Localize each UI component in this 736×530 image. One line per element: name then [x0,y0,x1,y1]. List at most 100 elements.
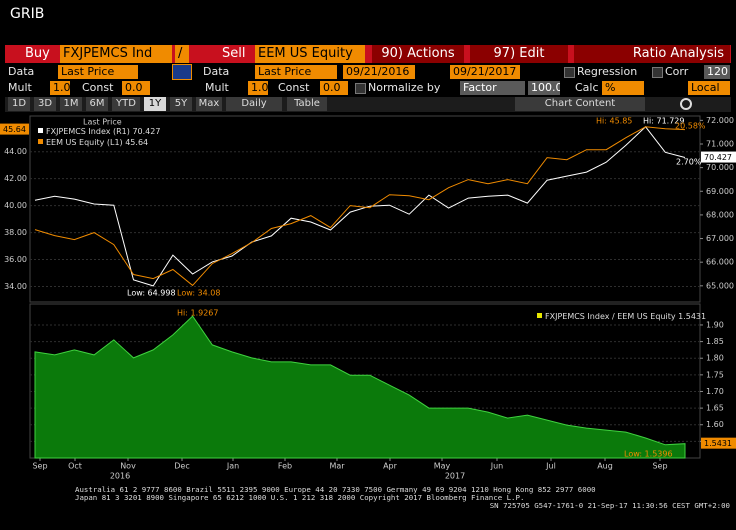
tab[interactable]: YTD [112,97,140,111]
x-tick-label: Sep [652,462,667,471]
annotation: 20.58% [675,122,706,131]
y2-tick-label: 68.000 [706,210,734,219]
legend-value: 45.64 [125,138,148,147]
x-tick-label: Aug [597,462,613,471]
y2-tick-label: 1.60 [706,420,724,429]
y2-tick-label: 1.75 [706,370,724,379]
input-field[interactable]: Local [688,81,730,95]
label: Const [82,81,114,94]
year-label: 2017 [445,472,465,481]
x-tick-label: Nov [120,462,136,471]
upper-frame [29,115,701,303]
legend-entry: EEM US Equity (L1) 45.64 [46,138,148,147]
y-tick-label: 44.00 [4,147,27,156]
x-tick-label: May [434,462,451,471]
year-label: 2016 [110,472,130,481]
tab[interactable]: Max [196,97,222,111]
label: Data [8,65,35,78]
legend-swatch [38,128,43,133]
checkbox[interactable] [652,67,663,78]
label: Corr [665,65,689,78]
x-tick-label: Sep [32,462,47,471]
input-field[interactable]: 100.0 [528,81,560,95]
input-field[interactable]: FXJPEMCS Ind [60,45,172,63]
input-field[interactable]: / [175,45,189,63]
x-tick-label: Dec [174,462,189,471]
tab[interactable]: 1M [60,97,82,111]
input-field[interactable]: 09/21/2017 [450,65,520,79]
x-tick-label: Jul [545,462,556,471]
label: Calc [575,81,599,94]
input-field[interactable]: 1.0 [248,81,268,95]
checkbox[interactable] [564,67,575,78]
y-tick-label: 38.00 [4,228,27,237]
y2-tick-label: 70.000 [706,163,734,172]
settings-icon[interactable] [680,98,692,110]
last-value-flag [701,151,736,163]
input-field[interactable]: 1.0 [50,81,70,95]
input-field[interactable]: Last Price [255,65,337,79]
label: Buy [25,46,50,61]
input-field[interactable]: 09/21/2016 [343,65,415,79]
y2-tick-label: 1.80 [706,354,724,363]
label: Normalize by [368,81,441,94]
tab[interactable]: Table [287,97,327,111]
input-field[interactable]: 0.0 [320,81,348,95]
footer-text: Australia 61 2 9777 8600 Brazil 5511 239… [75,485,596,494]
menu-button[interactable]: 90) Actions [372,45,464,63]
annotation: Hi: 71.729 [643,117,684,126]
input-field[interactable]: EEM US Equity [255,45,365,63]
input-field[interactable]: % [602,81,644,95]
area [34,315,686,459]
last-value-label: 45.64 [3,125,26,134]
y2-tick-label: 1.65 [706,404,724,413]
line [34,126,686,287]
annotation: Low: 64.998 [127,289,176,298]
y-tick-label: 40.00 [4,201,27,210]
line [34,126,686,287]
legend-name: EEM US Equity (L1) [46,138,123,147]
legend-title: Last Price [83,118,122,127]
tab[interactable]: 3D [34,97,56,111]
y2-tick-label: 65.000 [706,281,734,290]
menu-button[interactable]: 97) Edit [470,45,568,63]
y2-tick-label: 72.000 [706,116,734,125]
window-title: GRIB [10,6,45,22]
annotation: Hi: 45.85 [596,117,632,126]
swap-icon[interactable] [172,64,192,80]
tab[interactable]: 1Y [144,97,166,111]
y-tick-label: 42.00 [4,174,27,183]
label: Data [203,65,230,78]
legend-name: FXJPEMCS Index / EEM US Equity [545,312,676,321]
annotation: 2.70% [676,158,702,167]
legend-swatch [537,313,542,318]
x-tick-label: Mar [329,462,345,471]
last-value-flag [0,123,29,135]
input-field[interactable]: 120 [704,65,730,79]
last-value-label: 1.5431 [704,439,732,448]
tab[interactable]: Daily [226,97,282,111]
y-tick-label: 34.00 [4,282,27,291]
y2-tick-label: 69.000 [706,187,734,196]
x-tick-label: Jun [490,462,504,471]
y2-tick-label: 1.85 [706,337,724,346]
annotation: Hi: 1.9267 [177,309,218,318]
tab[interactable]: 5Y [170,97,192,111]
y2-tick-label: 67.000 [706,234,734,243]
tab[interactable]: 6M [86,97,108,111]
legend-name: FXJPEMCS Index (R1) [46,127,130,136]
tab[interactable]: 1D [8,97,30,111]
x-tick-label: Jan [226,462,239,471]
last-value-label: 70.427 [704,153,732,162]
checkbox[interactable] [355,83,366,94]
input-field[interactable]: 0.0 [122,81,150,95]
x-tick-label: Oct [68,462,82,471]
y2-tick-label: 71.000 [706,140,734,149]
tab[interactable]: Chart Content [515,97,645,111]
menu-button[interactable]: Ratio Analysis [574,45,730,63]
input-field[interactable]: Last Price [58,65,138,79]
input-field[interactable]: Factor [460,81,525,95]
label: Const [278,81,310,94]
y-tick-label: 36.00 [4,255,27,264]
